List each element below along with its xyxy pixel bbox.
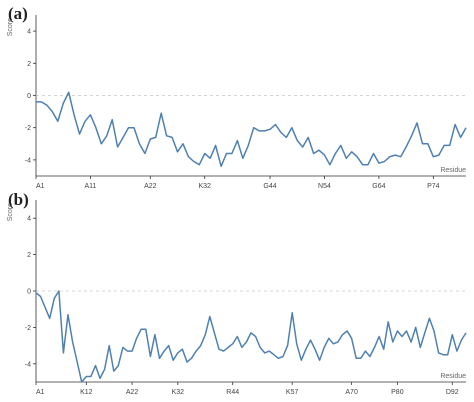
chart-a-x-tick-label: N54 <box>318 183 331 190</box>
chart-a-x-tick-label: A22 <box>144 183 157 190</box>
chart-b-y-tick-label: -4 <box>25 361 31 368</box>
chart-b-y-tick-label: -2 <box>25 325 31 332</box>
chart-b-x-tick-label: A22 <box>126 389 139 396</box>
chart-b-x-tick-label: P80 <box>391 389 404 396</box>
chart-b-x-tick-label: D92 <box>446 389 459 396</box>
chart-a-x-tick-label: A1 <box>36 183 45 190</box>
chart-a-x-tick-label: G44 <box>263 183 276 190</box>
chart-b-y-axis-title: Score <box>7 203 14 221</box>
chart-a-y-tick-label: -2 <box>25 125 31 132</box>
chart-b-x-tick-label: A1 <box>36 389 45 396</box>
panel-b-label: (b) <box>8 190 29 209</box>
panel-a-label: (a) <box>8 4 28 23</box>
chart-b-x-tick-label: A70 <box>345 389 358 396</box>
chart-b-x-tick-label: K32 <box>172 389 185 396</box>
chart-a-score-line <box>36 91 467 168</box>
chart-b-x-axis-title: Residue <box>440 373 466 380</box>
chart-b-x-tick-label: K12 <box>80 389 93 396</box>
chart-a-x-tick-label: K32 <box>198 183 211 190</box>
chart-a-y-tick-label: 2 <box>27 61 31 68</box>
chart-a-x-axis-title: Residue <box>440 167 466 174</box>
chart-b-y-tick-label: 2 <box>27 252 31 259</box>
chart-a-y-tick-label: 0 <box>27 93 31 100</box>
chart-a-x-tick-label: G64 <box>372 183 385 190</box>
chart-a-y-tick-label: -4 <box>25 157 31 164</box>
chart-a-y-axis-title: Score <box>7 18 14 36</box>
chart-b-y-tick-label: 0 <box>27 289 31 296</box>
chart-b-y-tick-label: 4 <box>27 216 31 223</box>
chart-b-x-tick-label: R44 <box>226 389 239 396</box>
chart-b-score-line <box>35 290 467 383</box>
chart-a-x-tick-label: A11 <box>84 183 96 190</box>
chart-a-y-tick-label: 4 <box>27 29 31 36</box>
chart-b-x-tick-label: K57 <box>286 389 299 396</box>
chart-a-x-tick-label: P74 <box>427 183 440 190</box>
